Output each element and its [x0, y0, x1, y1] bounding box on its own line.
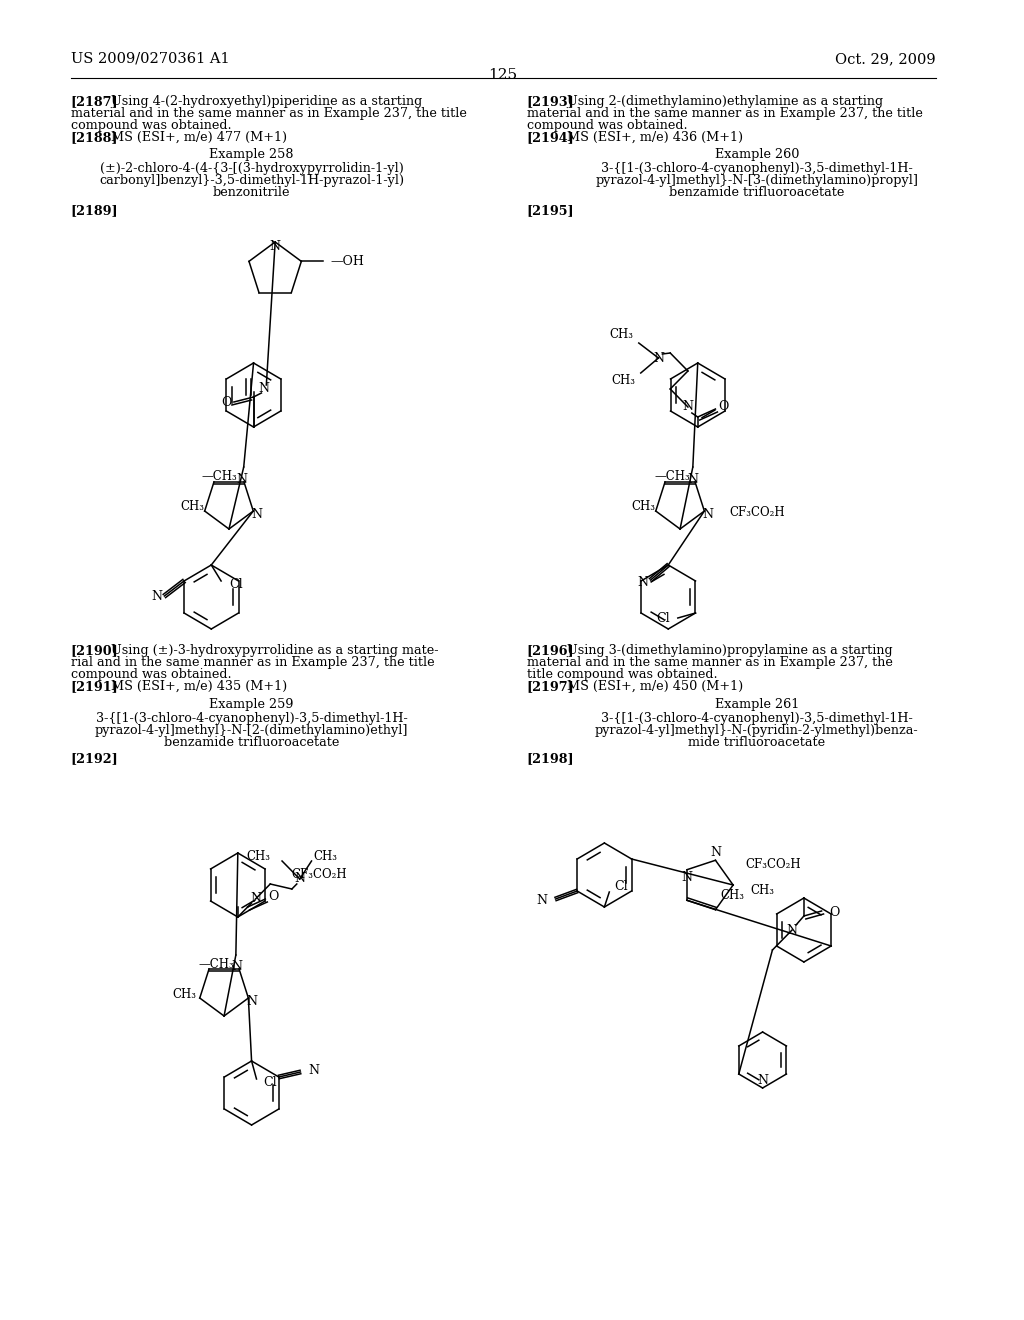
Text: CH₃: CH₃ — [180, 499, 204, 512]
Text: Example 259: Example 259 — [209, 698, 294, 711]
Text: N: N — [687, 474, 698, 487]
Text: N: N — [710, 846, 721, 859]
Text: CH₃: CH₃ — [246, 850, 270, 862]
Text: MS (ESI+, m/e) 477 (M+1): MS (ESI+, m/e) 477 (M+1) — [111, 131, 287, 144]
Text: CH₃: CH₃ — [631, 499, 655, 512]
Text: compound was obtained.: compound was obtained. — [71, 119, 231, 132]
Text: rial and in the same manner as in Example 237, the title: rial and in the same manner as in Exampl… — [71, 656, 434, 669]
Text: —CH₃: —CH₃ — [654, 470, 690, 483]
Text: carbonyl]benzyl}-3,5-dimethyl-1H-pyrazol-1-yl): carbonyl]benzyl}-3,5-dimethyl-1H-pyrazol… — [99, 174, 404, 187]
Text: Using 4-(2-hydroxyethyl)piperidine as a starting: Using 4-(2-hydroxyethyl)piperidine as a … — [111, 95, 422, 108]
Text: N: N — [252, 507, 263, 520]
Text: N: N — [231, 961, 243, 973]
Text: 3-{[1-(3-chloro-4-cyanophenyl)-3,5-dimethyl-1H-: 3-{[1-(3-chloro-4-cyanophenyl)-3,5-dimet… — [95, 711, 408, 725]
Text: CF₃CO₂H: CF₃CO₂H — [292, 869, 347, 882]
Text: [2196]: [2196] — [526, 644, 574, 657]
Text: N: N — [537, 895, 548, 908]
Text: pyrazol-4-yl]methyl}-N-[2-(dimethylamino)ethyl]: pyrazol-4-yl]methyl}-N-[2-(dimethylamino… — [95, 723, 409, 737]
Text: US 2009/0270361 A1: US 2009/0270361 A1 — [71, 51, 229, 66]
Text: CF₃CO₂H: CF₃CO₂H — [744, 858, 801, 871]
Text: N: N — [237, 474, 248, 487]
Text: CH₃: CH₃ — [720, 890, 744, 903]
Text: [2188]: [2188] — [71, 131, 118, 144]
Text: CF₃CO₂H: CF₃CO₂H — [729, 507, 784, 520]
Text: mide trifluoroacetate: mide trifluoroacetate — [688, 737, 825, 748]
Text: benzamide trifluoroacetate: benzamide trifluoroacetate — [669, 186, 845, 199]
Text: title compound was obtained.: title compound was obtained. — [526, 668, 718, 681]
Text: Example 261: Example 261 — [715, 698, 799, 711]
Text: N: N — [247, 994, 258, 1007]
Text: benzamide trifluoroacetate: benzamide trifluoroacetate — [164, 737, 339, 748]
Text: Cl: Cl — [263, 1077, 278, 1089]
Text: Cl: Cl — [614, 880, 628, 894]
Text: CH₃: CH₃ — [313, 850, 338, 862]
Text: [2187]: [2187] — [71, 95, 119, 108]
Text: [2193]: [2193] — [526, 95, 574, 108]
Text: N: N — [250, 892, 261, 906]
Text: [2192]: [2192] — [71, 752, 119, 766]
Text: O: O — [718, 400, 728, 413]
Text: N: N — [294, 873, 305, 886]
Text: [2189]: [2189] — [71, 205, 119, 216]
Text: N: N — [682, 400, 693, 413]
Text: Example 260: Example 260 — [715, 148, 799, 161]
Text: N: N — [681, 871, 692, 884]
Text: [2195]: [2195] — [526, 205, 574, 216]
Text: N: N — [786, 924, 798, 936]
Text: Using 2-(dimethylamino)ethylamine as a starting: Using 2-(dimethylamino)ethylamine as a s… — [567, 95, 883, 108]
Text: N: N — [269, 240, 281, 253]
Text: MS (ESI+, m/e) 435 (M+1): MS (ESI+, m/e) 435 (M+1) — [111, 680, 288, 693]
Text: N: N — [637, 577, 648, 590]
Text: —CH₃: —CH₃ — [202, 470, 238, 483]
Text: CH₃: CH₃ — [751, 883, 775, 896]
Text: N: N — [757, 1073, 768, 1086]
Text: 125: 125 — [488, 69, 518, 82]
Text: Cl: Cl — [229, 578, 243, 590]
Text: [2191]: [2191] — [71, 680, 119, 693]
Text: MS (ESI+, m/e) 436 (M+1): MS (ESI+, m/e) 436 (M+1) — [567, 131, 743, 144]
Text: CH₃: CH₃ — [610, 329, 634, 342]
Text: O: O — [268, 891, 279, 903]
Text: [2194]: [2194] — [526, 131, 574, 144]
Text: 3-{[1-(3-chloro-4-cyanophenyl)-3,5-dimethyl-1H-: 3-{[1-(3-chloro-4-cyanophenyl)-3,5-dimet… — [601, 162, 912, 176]
Text: N: N — [702, 507, 714, 520]
Text: [2197]: [2197] — [526, 680, 574, 693]
Text: N: N — [653, 351, 664, 364]
Text: [2190]: [2190] — [71, 644, 119, 657]
Text: O: O — [221, 396, 231, 408]
Text: Using (±)-3-hydroxypyrrolidine as a starting mate-: Using (±)-3-hydroxypyrrolidine as a star… — [111, 644, 438, 657]
Text: N: N — [258, 383, 269, 396]
Text: material and in the same manner as in Example 237, the: material and in the same manner as in Ex… — [526, 656, 893, 669]
Text: pyrazol-4-yl]methyl}-N-(pyridin-2-ylmethyl)benza-: pyrazol-4-yl]methyl}-N-(pyridin-2-ylmeth… — [595, 723, 919, 737]
Text: benzonitrile: benzonitrile — [213, 186, 291, 199]
Text: MS (ESI+, m/e) 450 (M+1): MS (ESI+, m/e) 450 (M+1) — [567, 680, 743, 693]
Text: N: N — [151, 590, 162, 602]
Text: CH₃: CH₃ — [172, 987, 197, 1001]
Text: Example 258: Example 258 — [209, 148, 294, 161]
Text: O: O — [829, 906, 840, 919]
Text: Cl: Cl — [656, 612, 670, 626]
Text: pyrazol-4-yl]methyl}-N-[3-(dimethylamino)propyl]: pyrazol-4-yl]methyl}-N-[3-(dimethylamino… — [595, 174, 919, 187]
Text: (±)-2-chloro-4-(4-{3-[(3-hydroxypyrrolidin-1-yl): (±)-2-chloro-4-(4-{3-[(3-hydroxypyrrolid… — [99, 162, 403, 176]
Text: material and in the same manner as in Example 237, the title: material and in the same manner as in Ex… — [526, 107, 923, 120]
Text: [2198]: [2198] — [526, 752, 574, 766]
Text: Oct. 29, 2009: Oct. 29, 2009 — [835, 51, 936, 66]
Text: —CH₃: —CH₃ — [199, 958, 234, 972]
Text: CH₃: CH₃ — [611, 375, 636, 388]
Text: Using 3-(dimethylamino)propylamine as a starting: Using 3-(dimethylamino)propylamine as a … — [567, 644, 893, 657]
Text: material and in the same manner as in Example 237, the title: material and in the same manner as in Ex… — [71, 107, 467, 120]
Text: compound was obtained.: compound was obtained. — [526, 119, 687, 132]
Text: compound was obtained.: compound was obtained. — [71, 668, 231, 681]
Text: N: N — [308, 1064, 319, 1077]
Text: —OH: —OH — [331, 255, 365, 268]
Text: 3-{[1-(3-chloro-4-cyanophenyl)-3,5-dimethyl-1H-: 3-{[1-(3-chloro-4-cyanophenyl)-3,5-dimet… — [601, 711, 912, 725]
